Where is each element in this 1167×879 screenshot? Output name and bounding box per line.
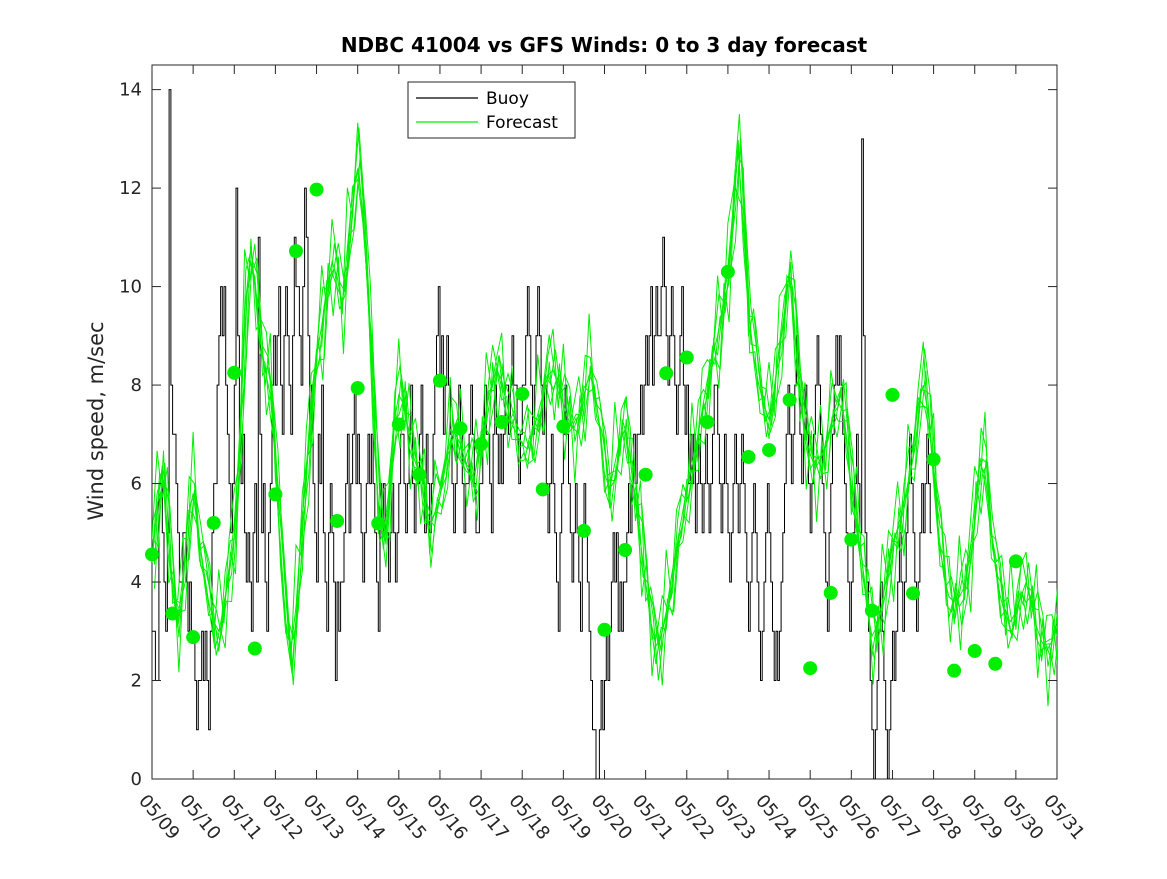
forecast-point [453, 421, 468, 436]
forecast-point [823, 585, 838, 600]
forecast-point [227, 365, 242, 380]
forecast-point [535, 482, 550, 497]
forecast-point [741, 449, 756, 464]
forecast-point [145, 547, 159, 562]
x-tick-label: 05/20 [587, 791, 636, 844]
forecast-point [967, 643, 982, 658]
forecast-point [618, 543, 633, 558]
forecast-point [906, 586, 921, 601]
x-tick-label: 05/13 [299, 791, 348, 844]
x-tick-label: 05/28 [916, 791, 965, 844]
y-tick-label: 8 [131, 375, 142, 396]
x-tick-label: 05/23 [710, 791, 759, 844]
forecast-point [268, 487, 283, 502]
forecast-point [350, 381, 365, 396]
x-tick-label: 05/22 [669, 791, 718, 844]
forecast-point [391, 417, 406, 432]
x-tick-label: 05/09 [134, 791, 183, 844]
x-tick-label: 05/24 [751, 791, 800, 844]
forecast-point [638, 467, 653, 482]
x-tick-label: 05/11 [216, 791, 265, 844]
series-forecast-ensemble-line [152, 122, 1057, 665]
y-tick-label: 2 [131, 671, 142, 692]
x-axis: 05/0905/1005/1105/1205/1305/1405/1505/16… [134, 65, 1089, 844]
forecast-point [515, 386, 530, 401]
x-tick-label: 05/25 [792, 791, 841, 844]
forecast-point [186, 630, 201, 645]
forecast-point [206, 515, 221, 530]
y-tick-label: 6 [131, 474, 142, 495]
x-tick-label: 05/27 [875, 791, 924, 844]
forecast-point [412, 467, 427, 482]
axes-box [151, 64, 1058, 780]
forecast-point [330, 513, 345, 528]
forecast-point [864, 603, 879, 618]
y-tick-label: 10 [119, 277, 142, 298]
x-tick-label: 05/16 [422, 791, 471, 844]
forecast-point [659, 366, 674, 381]
forecast-point [762, 443, 777, 458]
x-tick-label: 05/19 [546, 791, 595, 844]
y-axis: 0 2 4 6 8 10 12 14 [119, 80, 1057, 790]
x-tick-label: 05/12 [258, 791, 307, 844]
forecast-point [474, 437, 489, 452]
x-tick-label: 05/21 [628, 791, 677, 844]
forecast-point [597, 622, 612, 637]
forecast-point [371, 516, 386, 531]
forecast-point [947, 663, 962, 678]
legend-entry-forecast: Forecast [486, 113, 558, 133]
y-tick-label: 12 [119, 178, 142, 199]
forecast-point [247, 641, 262, 656]
forecast-point [309, 182, 324, 197]
chart-title: NDBC 41004 vs GFS Winds: 0 to 3 day fore… [341, 33, 868, 57]
y-tick-label: 4 [131, 572, 142, 593]
y-axis-label: Wind speed, m/sec [84, 321, 108, 520]
x-tick-label: 05/10 [175, 791, 224, 844]
forecast-point [576, 523, 591, 538]
x-tick-label: 05/30 [998, 791, 1047, 844]
forecast-point [926, 452, 941, 467]
forecast-point [556, 419, 571, 434]
x-tick-label: 05/26 [833, 791, 882, 844]
forecast-point [679, 350, 694, 365]
x-tick-label: 05/17 [463, 791, 512, 844]
forecast-point [700, 415, 715, 429]
series-forecast-ensemble-line [152, 171, 1057, 707]
series-forecast-ensemble-line [152, 139, 1057, 665]
series-forecast-ensemble-line [154, 140, 1057, 686]
x-tick-label: 05/29 [957, 791, 1006, 844]
forecast-point [494, 415, 509, 429]
plot-area [145, 64, 1058, 780]
x-tick-label: 05/31 [1039, 791, 1088, 844]
y-tick-label: 0 [131, 769, 142, 790]
forecast-point [432, 373, 447, 388]
forecast-point [165, 606, 180, 621]
legend-entry-buoy: Buoy [486, 89, 529, 109]
forecast-point [885, 387, 900, 402]
x-tick-label: 05/14 [340, 791, 389, 844]
legend: Buoy Forecast [407, 81, 576, 139]
forecast-point [803, 661, 818, 676]
forecast-point [988, 656, 1003, 671]
forecast-point [782, 392, 797, 407]
y-tick-label: 14 [119, 80, 142, 101]
forecast-point [844, 532, 859, 547]
forecast-point [1008, 554, 1023, 569]
forecast-point [288, 244, 303, 259]
x-tick-label: 05/18 [504, 791, 553, 844]
legend-box [407, 81, 576, 139]
x-tick-label: 05/15 [381, 791, 430, 844]
forecast-point [720, 264, 735, 279]
